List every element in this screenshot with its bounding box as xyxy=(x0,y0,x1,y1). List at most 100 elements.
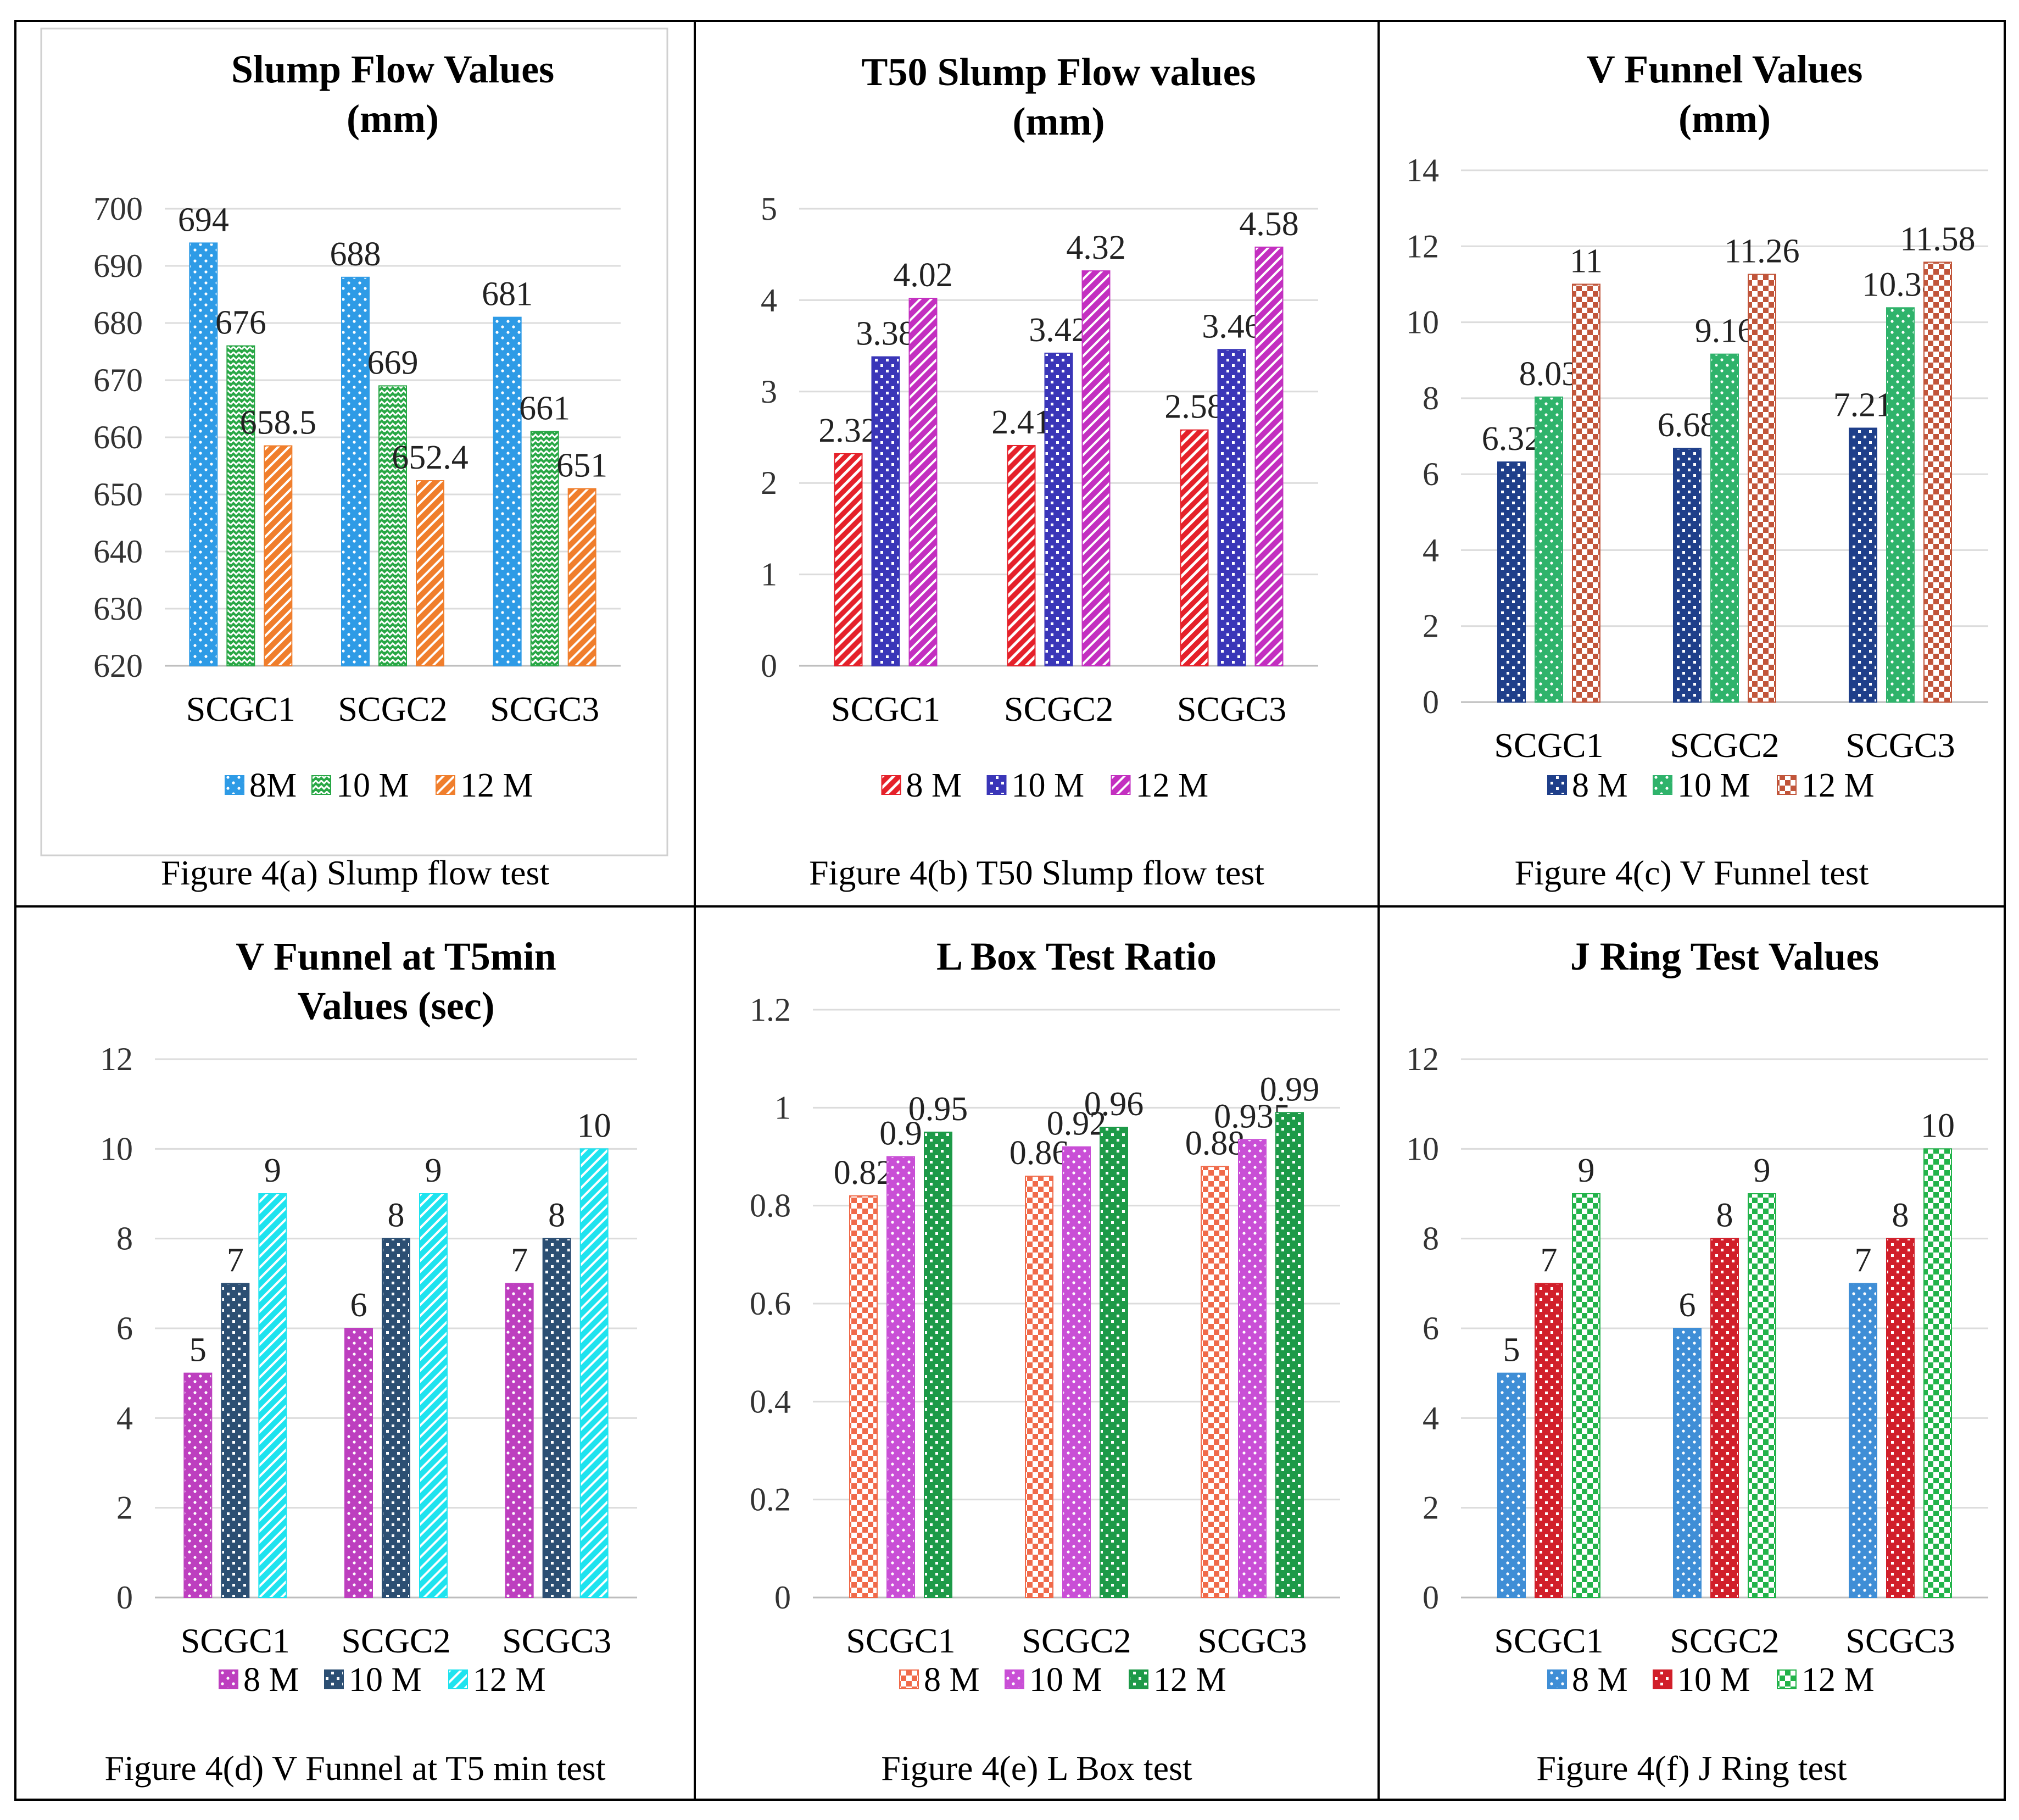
bar-a-scgc1-1 xyxy=(189,242,218,666)
bar-f-scgc3-3 xyxy=(1923,1148,1952,1598)
legend-swatch xyxy=(1111,775,1131,795)
data-label: 7 xyxy=(227,1242,244,1279)
data-label: 0.88 xyxy=(1185,1125,1245,1162)
x-tick-label: SCGC1 xyxy=(1494,1621,1603,1660)
y-tick-label: 670 xyxy=(93,362,143,398)
legend-swatch xyxy=(1653,775,1672,795)
bar-a-scgc2-3 xyxy=(416,480,444,666)
data-label: 7 xyxy=(1855,1242,1872,1279)
data-label: 9 xyxy=(425,1152,442,1189)
data-label: 9.16 xyxy=(1695,313,1755,350)
data-label: 0.99 xyxy=(1260,1071,1320,1108)
y-tick-label: 2 xyxy=(1423,1490,1439,1526)
bar-a-scgc3-2 xyxy=(530,431,559,666)
chart-d: V Funnel at T5min Values (sec) 0 2 4 6 8 10 12 5 7… xyxy=(100,934,637,1788)
y-tick-label: 10 xyxy=(100,1131,133,1167)
y-tick-label: 6 xyxy=(116,1310,133,1346)
y-tick-label: 0.8 xyxy=(750,1188,791,1224)
y-tick-label: 700 xyxy=(93,191,143,227)
data-label: 681 xyxy=(482,276,533,313)
chart-frame xyxy=(40,27,668,856)
y-tick-label: 0 xyxy=(1423,1579,1439,1616)
chart-title: V Funnel Values xyxy=(1587,47,1863,91)
bar-d-scgc2-1 xyxy=(344,1328,373,1598)
data-label: 688 xyxy=(330,236,381,273)
figure-caption: Figure 4(e) L Box test xyxy=(881,1749,1192,1788)
y-tick-label: 680 xyxy=(93,305,143,341)
data-label: 8 xyxy=(388,1197,405,1234)
data-label: 3.46 xyxy=(1202,308,1262,345)
bar-d-scgc2-3 xyxy=(419,1193,448,1598)
y-tick-label: 3 xyxy=(761,374,777,410)
data-label: 652.4 xyxy=(392,439,469,476)
y-tick-label: 14 xyxy=(1406,152,1439,188)
y-tick-label: 4 xyxy=(116,1400,133,1436)
data-label: 5 xyxy=(189,1332,207,1369)
chart-title: V Funnel at T5min xyxy=(236,934,556,978)
x-tick-label: SCGC3 xyxy=(1197,1621,1307,1660)
bar-c-scgc2-3 xyxy=(1748,274,1776,703)
legend-swatch xyxy=(219,1669,238,1689)
bar-a-scgc2-1 xyxy=(341,276,370,666)
data-label: 3.38 xyxy=(856,315,916,353)
legend-swatch xyxy=(1547,775,1567,795)
legend-swatch xyxy=(986,775,1007,795)
x-tick-label: SCGC3 xyxy=(1177,689,1286,728)
data-label: 2.41 xyxy=(991,404,1051,441)
data-label: 694 xyxy=(178,201,229,238)
bar-b-scgc3-2 xyxy=(1217,349,1246,666)
bar-d-scgc1-1 xyxy=(183,1372,213,1599)
bar-c-scgc2-1 xyxy=(1673,448,1702,703)
x-tick-label: SCGC3 xyxy=(490,689,599,728)
bar-d-scgc2-2 xyxy=(382,1238,410,1599)
chart-title: Slump Flow Values xyxy=(231,47,554,91)
chart-e: L Box Test Ratio00.20.40.60.811.20.820.9… xyxy=(750,934,1340,1788)
bar-e-scgc1-3 xyxy=(924,1131,952,1599)
bar-b-scgc3-3 xyxy=(1254,246,1284,666)
bar-e-scgc2-2 xyxy=(1062,1146,1091,1599)
data-label: 0.96 xyxy=(1084,1086,1144,1123)
legend-swatch xyxy=(324,1669,344,1689)
y-tick-label: 640 xyxy=(93,533,143,570)
bar-e-scgc2-3 xyxy=(1100,1127,1128,1598)
bar-e-scgc1-1 xyxy=(849,1195,878,1598)
bar-a-scgc3-3 xyxy=(567,488,596,666)
bar-a-scgc3-1 xyxy=(493,316,522,666)
bar-e-scgc1-2 xyxy=(886,1156,915,1598)
y-tick-label: 2 xyxy=(116,1490,133,1526)
bar-b-scgc1-2 xyxy=(871,356,900,666)
bar-a-scgc1-3 xyxy=(264,445,293,666)
bar-f-scgc1-2 xyxy=(1535,1283,1563,1598)
bar-f-scgc2-3 xyxy=(1748,1193,1776,1598)
bar-c-scgc1-2 xyxy=(1535,396,1563,703)
y-tick-label: 2 xyxy=(761,465,777,501)
y-tick-label: 2 xyxy=(1423,608,1439,644)
legend-label: 10 M xyxy=(336,767,409,804)
data-label: 9 xyxy=(1754,1152,1771,1189)
bar-c-scgc3-1 xyxy=(1849,427,1877,703)
data-label: 4.58 xyxy=(1239,205,1299,243)
data-label: 6.68 xyxy=(1658,407,1717,444)
data-label: 6 xyxy=(1679,1287,1696,1324)
x-tick-label: SCGC1 xyxy=(186,689,295,728)
data-label: 4.02 xyxy=(893,257,953,294)
chart-title: Values (sec) xyxy=(297,984,494,1028)
chart-title: J Ring Test Values xyxy=(1570,934,1879,978)
y-tick-label: 12 xyxy=(1406,1041,1439,1077)
bar-d-scgc1-3 xyxy=(258,1193,287,1598)
data-label: 0.95 xyxy=(908,1090,968,1128)
bar-b-scgc2-3 xyxy=(1081,270,1111,667)
data-label: 7 xyxy=(511,1242,528,1279)
bar-a-scgc1-2 xyxy=(226,345,255,666)
x-tick-label: SCGC3 xyxy=(1845,726,1955,765)
legend-label: 12 M xyxy=(1802,1661,1875,1699)
data-label: 10 xyxy=(1921,1107,1955,1144)
legend-swatch xyxy=(1777,775,1797,795)
legend-swatch xyxy=(1653,1669,1672,1689)
x-tick-label: SCGC2 xyxy=(1022,1621,1131,1660)
bar-d-scgc3-2 xyxy=(542,1238,571,1599)
data-label: 8 xyxy=(1892,1197,1909,1234)
data-label: 6.32 xyxy=(1482,420,1542,458)
y-tick-label: 8 xyxy=(116,1221,133,1257)
